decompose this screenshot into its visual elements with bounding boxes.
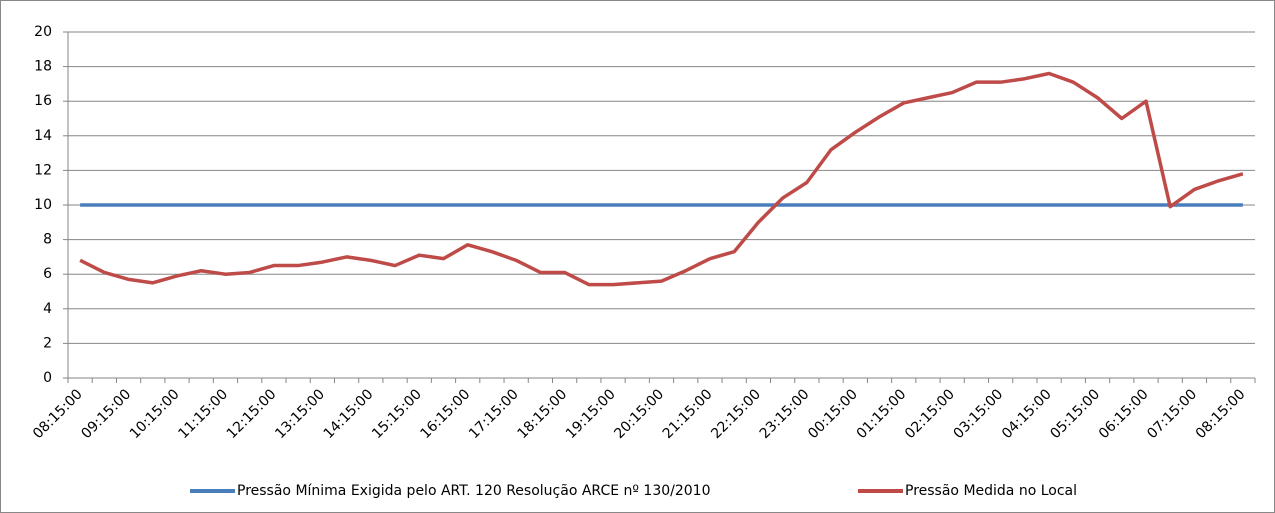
y-tick-label: 18 xyxy=(34,59,52,75)
y-tick-label: 20 xyxy=(34,24,52,40)
y-tick-label: 10 xyxy=(34,197,52,213)
series-line xyxy=(79,71,1244,287)
y-tick-label: 2 xyxy=(43,335,52,351)
y-tick-label: 8 xyxy=(43,232,52,248)
y-tick-label: 12 xyxy=(34,162,52,178)
y-tick-label: 14 xyxy=(34,128,52,144)
legend-label: Pressão Medida no Local xyxy=(905,483,1077,499)
y-tick-label: 4 xyxy=(43,301,52,317)
legend-label: Pressão Mínima Exigida pelo ART. 120 Res… xyxy=(237,483,711,499)
y-tick-label: 6 xyxy=(43,266,52,282)
y-tick-label: 0 xyxy=(43,370,52,386)
y-tick-label: 16 xyxy=(34,93,52,109)
